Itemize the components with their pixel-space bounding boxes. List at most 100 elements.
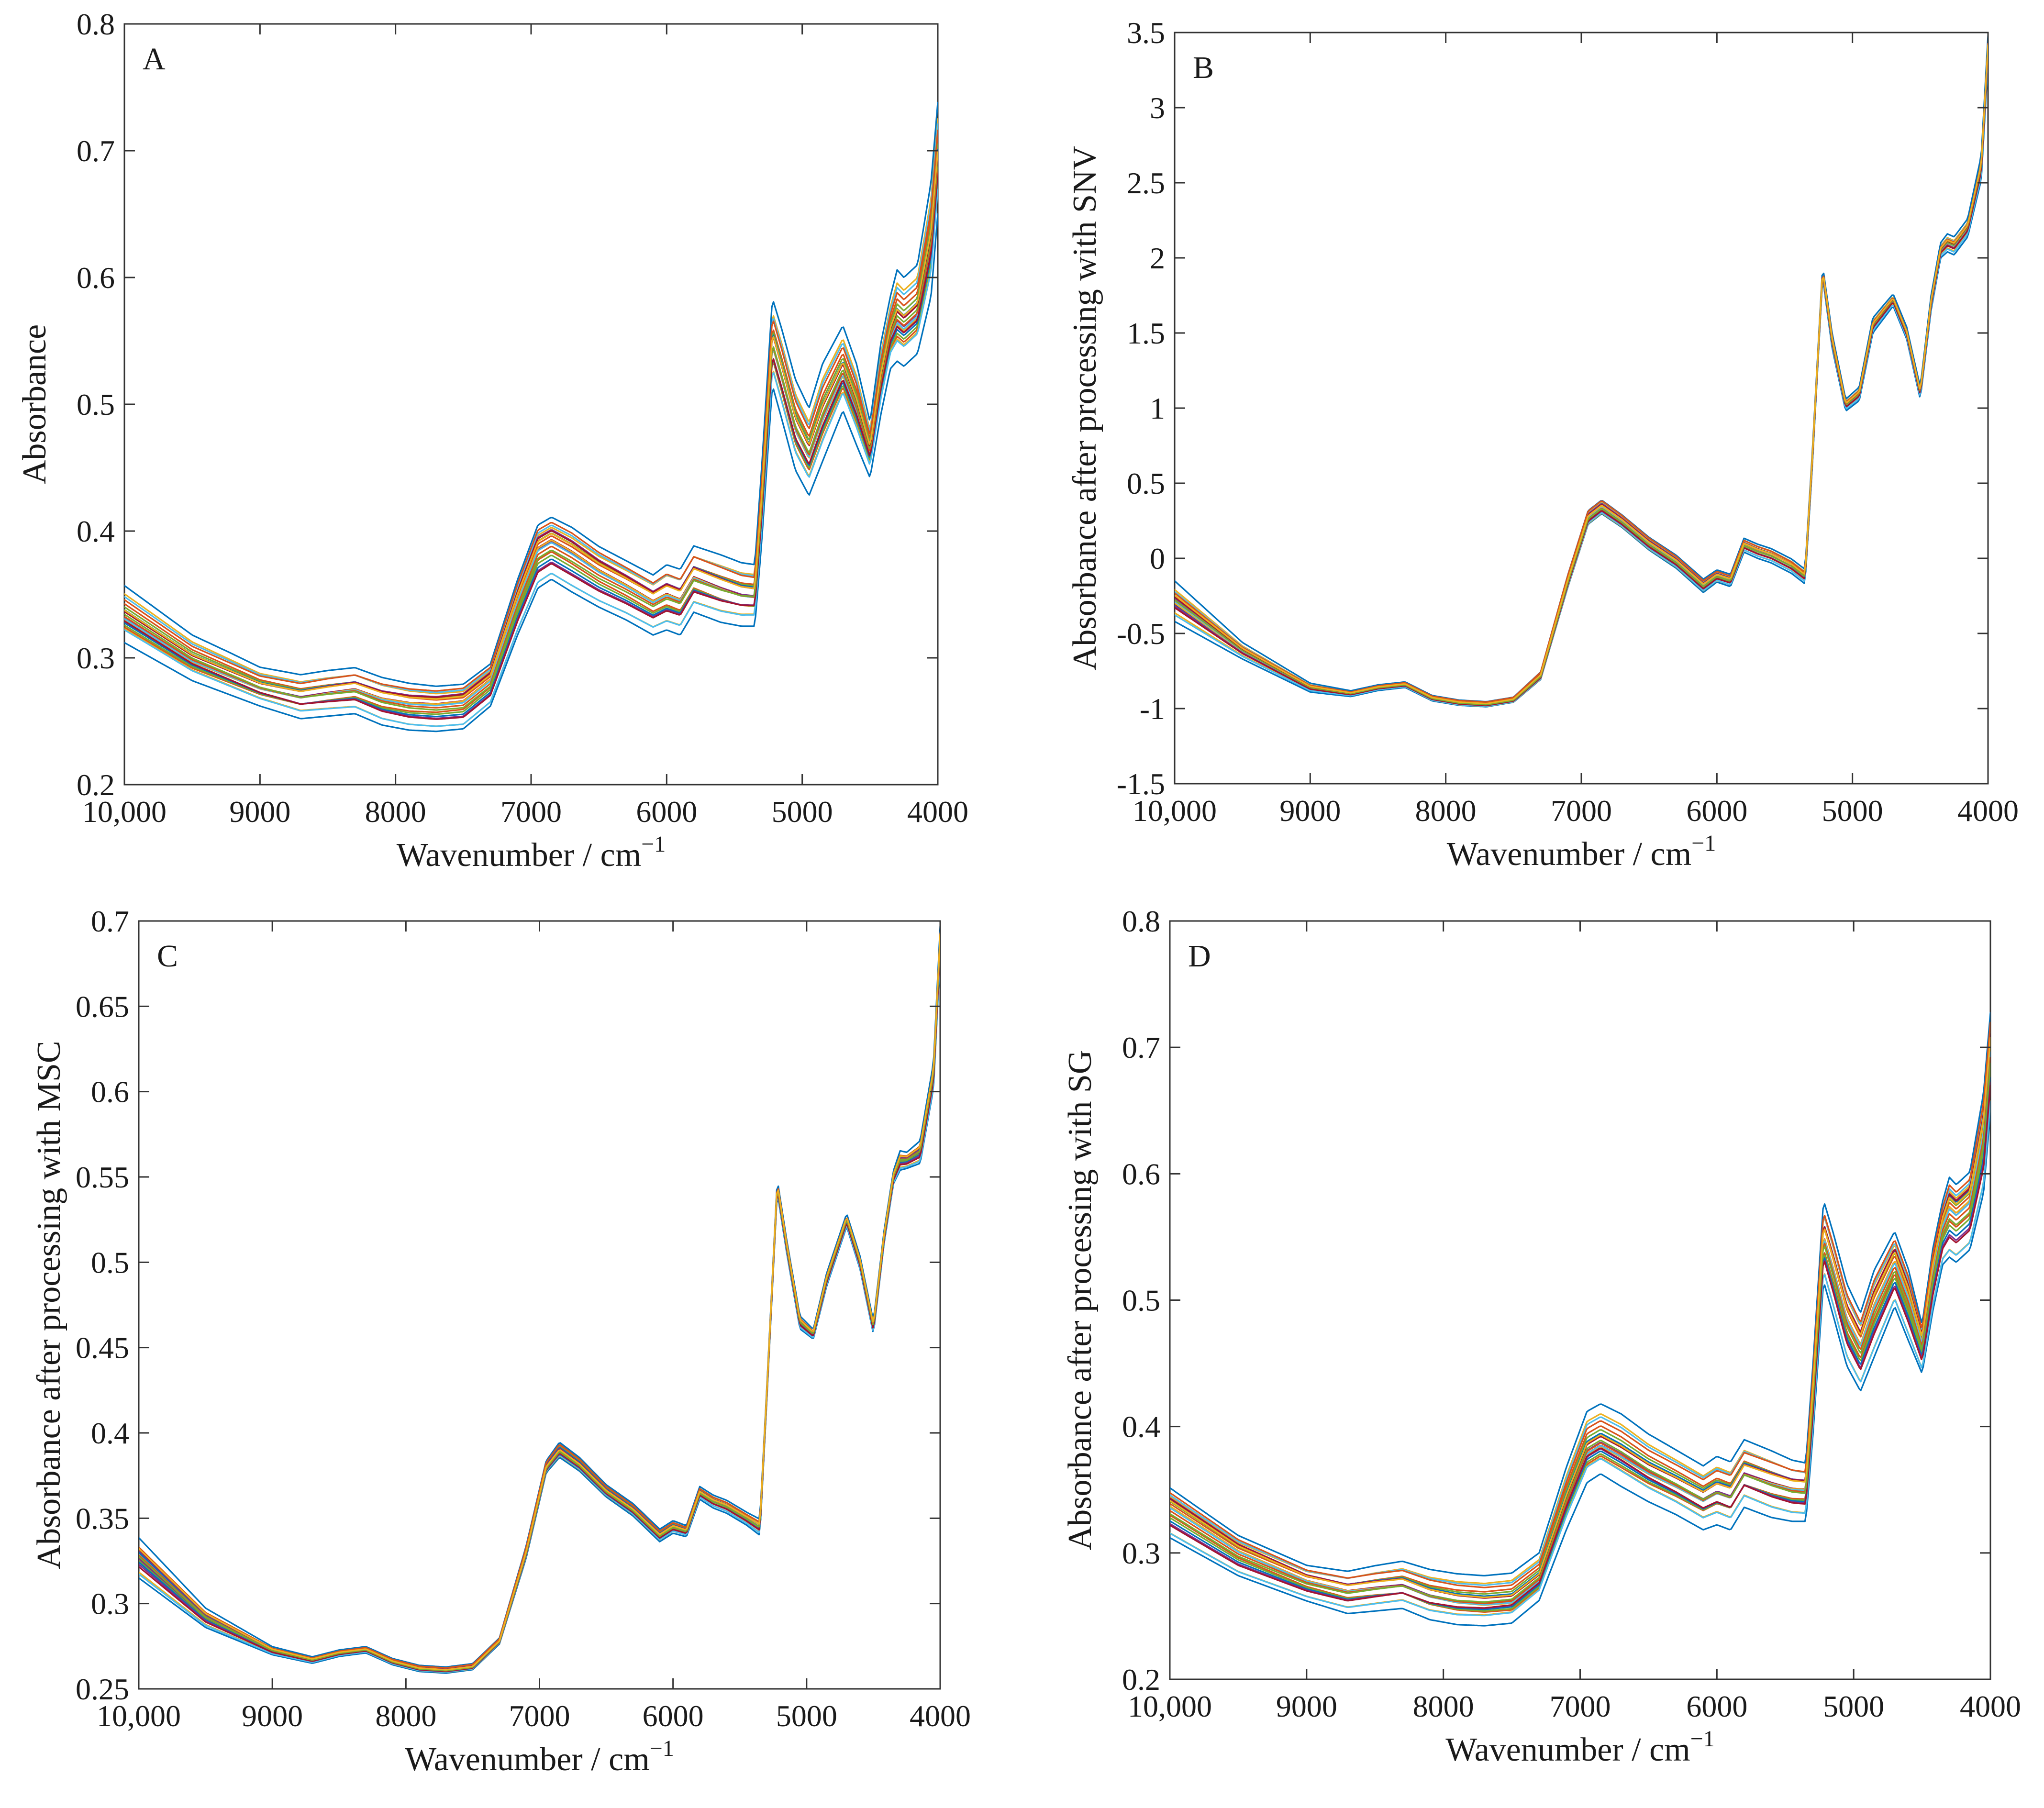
x-tick-label: 8000 <box>375 1699 436 1733</box>
x-tick-label: 4000 <box>1960 1689 2021 1723</box>
spectrum-line <box>1170 1056 1990 1605</box>
panel-c-msc-chart: 10,000 9000 8000 7000 6000 5000 4000 0.25 0.3 0.3… <box>31 904 971 1778</box>
spectra-group <box>1175 34 1988 708</box>
x-tick-label: 5000 <box>1823 1689 1884 1723</box>
x-tick-label: 4000 <box>1957 794 2019 828</box>
x-axis-title-exponent: −1 <box>1691 831 1716 856</box>
y-tick-label: 3.5 <box>1127 16 1165 50</box>
spectrum-line <box>1170 1085 1990 1609</box>
y-tick-label: 0.5 <box>1122 1284 1160 1318</box>
panel-label: D <box>1188 939 1211 974</box>
y-tick-label: 0.35 <box>76 1501 129 1535</box>
y-tick-label: 1.5 <box>1127 316 1165 350</box>
x-tick-label: 5000 <box>772 795 833 829</box>
x-axis-title-exponent: −1 <box>650 1736 674 1761</box>
spectrum-line <box>1170 1012 1990 1576</box>
x-tick-label: 7000 <box>1551 794 1612 828</box>
x-tick-label: 10,000 <box>82 795 167 829</box>
spectrum-line <box>124 101 938 687</box>
spectrum-line <box>124 137 938 701</box>
x-tick-label: 4000 <box>907 795 968 829</box>
x-tick-label: 10,000 <box>1128 1689 1212 1723</box>
y-tick-label: 0.45 <box>76 1331 129 1365</box>
y-tick-label: 3 <box>1150 91 1165 125</box>
y-tick-label: 0.5 <box>1127 466 1165 500</box>
x-tick-label: 6000 <box>643 1699 704 1733</box>
y-tick-label: 0.2 <box>1122 1663 1160 1697</box>
x-tick-label: 6000 <box>1686 1689 1747 1723</box>
y-tick-label: 2 <box>1150 241 1165 275</box>
spectrum-line <box>1170 1071 1990 1612</box>
x-tick-label: 7000 <box>500 795 562 829</box>
y-axis-title: Absorbance after processing with SNV <box>1066 146 1103 670</box>
x-axis-title: Wavenumber / cm−1 <box>1447 831 1716 873</box>
panel-b-snv-chart: 10,000 9000 8000 7000 6000 5000 4000 -1.5 -1 -0.5… <box>1066 16 2019 873</box>
y-tick-label: 0.6 <box>1122 1157 1160 1191</box>
y-tick-label: -1.5 <box>1117 767 1165 801</box>
y-tick-label: 1 <box>1150 391 1165 425</box>
spectrum-line <box>124 123 938 693</box>
x-tick-label: 9000 <box>1276 1689 1337 1723</box>
y-tick-label: 0.5 <box>77 388 115 421</box>
x-tick-label: 8000 <box>1415 794 1477 828</box>
y-tick-label: 0.65 <box>76 989 129 1023</box>
x-tick-label: 4000 <box>910 1699 971 1733</box>
y-axis-title: Absorbance <box>16 324 53 484</box>
spectra-group <box>1170 1012 1990 1627</box>
spectrum-line <box>1175 47 1988 706</box>
y-axis-title: Absorbance after processing with SG <box>1062 1050 1099 1551</box>
y-tick-label: 0.8 <box>77 7 115 41</box>
x-tick-label: 5000 <box>776 1699 837 1733</box>
x-axis-title-exponent: −1 <box>641 832 666 857</box>
x-tick-label: 5000 <box>1822 794 1883 828</box>
y-tick-label: 0.7 <box>1122 1031 1160 1065</box>
y-tick-label: 0.8 <box>1122 904 1160 938</box>
y-tick-label: 0.2 <box>77 768 115 802</box>
panel-a-absorbance-chart: 10,000 9000 8000 7000 6000 5000 4000 0.2 0.3 0.4 0… <box>16 7 968 874</box>
spectrum-line <box>1170 1021 1990 1588</box>
x-tick-label: 9000 <box>242 1699 303 1733</box>
x-axis-title-text: Wavenumber / cm <box>1445 1731 1690 1768</box>
y-tick-label: 0.25 <box>76 1672 129 1706</box>
y-tick-label: 0.3 <box>1122 1536 1160 1570</box>
x-tick-label: 9000 <box>229 795 290 829</box>
spectrum-line <box>1170 1109 1990 1627</box>
spectra-group <box>124 101 938 732</box>
x-tick-label: 6000 <box>636 795 697 829</box>
x-axis-title-exponent: −1 <box>1690 1726 1715 1752</box>
x-tick-label: 10,000 <box>1133 794 1217 828</box>
spectra-group <box>139 925 940 1674</box>
y-tick-label: 0.7 <box>77 134 115 168</box>
x-axis-title-text: Wavenumber / cm <box>1447 836 1691 873</box>
x-axis-title: Wavenumber / cm−1 <box>397 832 666 874</box>
x-axis-title: Wavenumber / cm−1 <box>1445 1726 1714 1768</box>
spectrum-line <box>124 150 938 700</box>
panel-label: C <box>157 939 178 974</box>
x-axis-title-text: Wavenumber / cm <box>405 1741 649 1778</box>
y-tick-label: -1 <box>1140 692 1165 726</box>
y-tick-label: 0.4 <box>77 514 115 548</box>
spectrum-line <box>124 189 938 727</box>
x-tick-label: 8000 <box>1413 1689 1474 1723</box>
spectrum-line <box>1170 1037 1990 1598</box>
panel-d-sg-chart: 10,000 9000 8000 7000 6000 5000 4000 0.2 0.3 0.4 0… <box>1062 904 2021 1768</box>
x-tick-label: 9000 <box>1279 794 1341 828</box>
spectrum-line <box>1175 43 1988 703</box>
y-tick-label: 0.3 <box>77 641 115 675</box>
panel-label: B <box>1193 50 1214 85</box>
y-tick-label: -0.5 <box>1117 617 1165 651</box>
x-tick-label: 10,000 <box>97 1699 181 1733</box>
spectrum-line <box>139 933 940 1671</box>
y-tick-label: 0.55 <box>76 1160 129 1194</box>
y-tick-label: 0 <box>1150 542 1165 576</box>
y-axis-title: Absorbance after processing with MSC <box>31 1041 67 1569</box>
y-tick-label: 0.3 <box>91 1587 129 1621</box>
y-tick-label: 0.4 <box>1122 1410 1160 1444</box>
x-axis-title: Wavenumber / cm−1 <box>405 1736 674 1778</box>
y-tick-label: 0.4 <box>91 1416 129 1450</box>
spectrum-line <box>1170 1051 1990 1606</box>
spectrum-line <box>124 213 938 732</box>
x-tick-label: 7000 <box>509 1699 570 1733</box>
